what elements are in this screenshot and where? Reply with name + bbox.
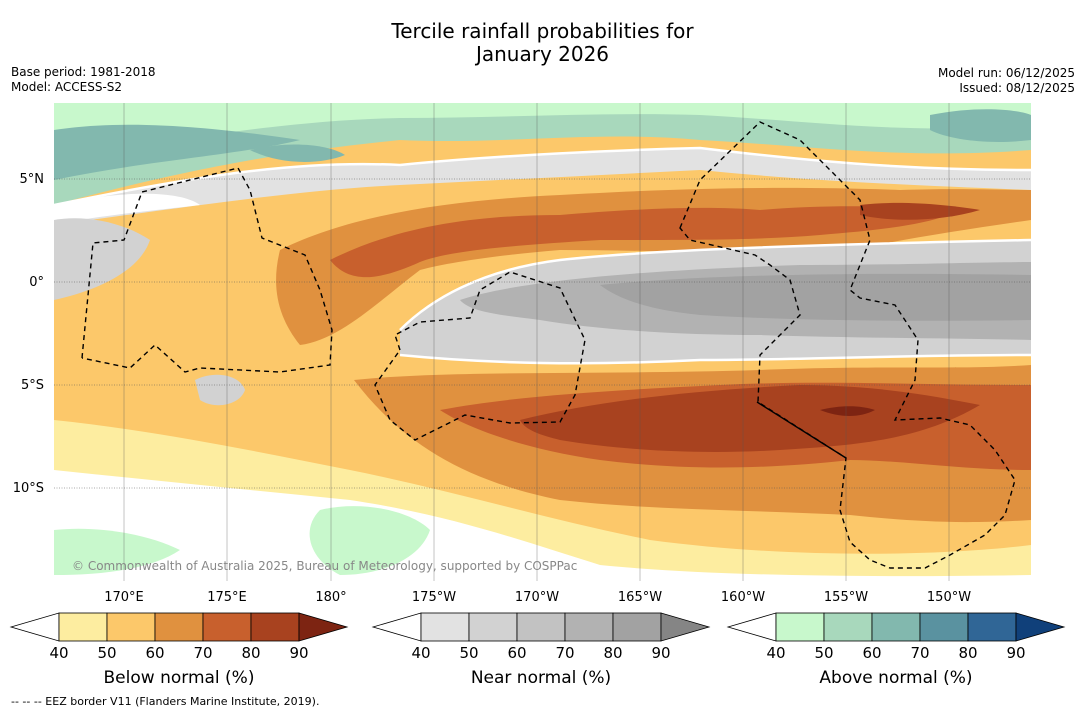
colorbar-above-title: Above normal (%) xyxy=(819,668,973,688)
tick-label: 50 xyxy=(459,644,479,662)
colorbar-swatch xyxy=(564,612,614,642)
tick-label: 70 xyxy=(193,644,213,662)
colorbar-swatch xyxy=(371,612,422,642)
tick-label: 90 xyxy=(289,644,309,662)
tick-label: 90 xyxy=(651,644,671,662)
colorbar-swatch xyxy=(154,612,204,642)
meta-left: Base period: 1981-2018 Model: ACCESS-S2 xyxy=(11,65,156,95)
colorbar-swatch xyxy=(9,612,60,642)
colorbar-swatch xyxy=(298,612,349,642)
lon-label: 180° xyxy=(315,590,347,605)
tick-label: 70 xyxy=(910,644,930,662)
colorbar-swatch xyxy=(468,612,518,642)
colorbar-swatch xyxy=(871,612,921,642)
title-line2: January 2026 xyxy=(475,42,610,66)
colorbar-swatch xyxy=(106,612,156,642)
colorbar-above xyxy=(726,612,1066,642)
lon-label: 150°W xyxy=(926,590,972,605)
tick-label: 40 xyxy=(49,644,69,662)
eez-borders xyxy=(81,121,1016,569)
tick-label: 60 xyxy=(507,644,527,662)
colorbar-below xyxy=(9,612,349,642)
lat-label: 10°S xyxy=(13,481,44,496)
lon-label: 170°W xyxy=(514,590,560,605)
colorbar-swatch xyxy=(660,612,711,642)
tick-label: 90 xyxy=(1006,644,1026,662)
colorbar-near-title: Near normal (%) xyxy=(470,668,612,688)
tick-label: 60 xyxy=(862,644,882,662)
model-run: Model run: 06/12/2025 xyxy=(937,66,1075,80)
colorbar-near xyxy=(371,612,711,642)
base-period: Base period: 1981-2018 xyxy=(11,65,156,79)
tick-label: 80 xyxy=(241,644,261,662)
tick-label: 70 xyxy=(555,644,575,662)
eez-footnote: -- -- -- EEZ border V11 (Flanders Marine… xyxy=(11,695,320,708)
colorbar-swatch xyxy=(775,612,825,642)
tick-label: 80 xyxy=(958,644,978,662)
map-title: Tercile rainfall probabilities for Janua… xyxy=(0,20,1085,66)
lat-label: 0° xyxy=(29,275,44,290)
tick-label: 80 xyxy=(603,644,623,662)
lat-label: 5°S xyxy=(21,378,44,393)
lon-label: 155°W xyxy=(823,590,869,605)
map-fields xyxy=(54,103,1031,581)
colorbar-swatch xyxy=(58,612,108,642)
colorbar-swatch xyxy=(919,612,969,642)
tick-label: 40 xyxy=(411,644,431,662)
lon-label: 165°W xyxy=(617,590,663,605)
lon-label: 175°E xyxy=(207,590,247,605)
tick-label: 60 xyxy=(145,644,165,662)
lon-label: 175°W xyxy=(411,590,457,605)
lon-label: 170°E xyxy=(104,590,144,605)
colorbar-swatch xyxy=(612,612,662,642)
probability-map: © Commonwealth of Australia 2025, Bureau… xyxy=(13,103,1031,581)
tick-label: 50 xyxy=(97,644,117,662)
tick-label: 40 xyxy=(766,644,786,662)
lat-label: 5°N xyxy=(20,172,45,187)
copyright-text: © Commonwealth of Australia 2025, Bureau… xyxy=(72,559,577,573)
colorbar-below-title: Below normal (%) xyxy=(103,668,255,688)
colorbar-swatch xyxy=(823,612,873,642)
colorbar-swatch xyxy=(250,612,300,642)
colorbar-swatch xyxy=(516,612,566,642)
lon-label: 160°W xyxy=(720,590,766,605)
meta-right: Model run: 06/12/2025 Issued: 08/12/2025 xyxy=(938,66,1075,96)
model-name: Model: ACCESS-S2 xyxy=(11,80,123,94)
colorbar-swatch xyxy=(420,612,470,642)
colorbar-swatch xyxy=(967,612,1017,642)
colorbar-swatch xyxy=(1015,612,1066,642)
tick-label: 50 xyxy=(814,644,834,662)
title-line1: Tercile rainfall probabilities for xyxy=(391,19,694,43)
issued-date: Issued: 08/12/2025 xyxy=(959,81,1075,95)
colorbar-swatch xyxy=(202,612,252,642)
colorbar-swatch xyxy=(726,612,777,642)
